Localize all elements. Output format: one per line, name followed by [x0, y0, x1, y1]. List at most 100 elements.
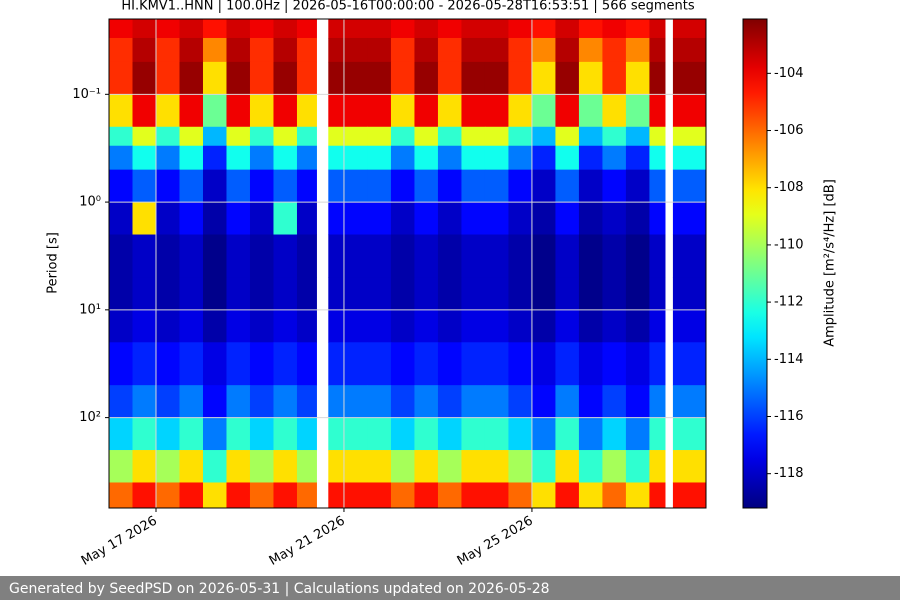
cell: [226, 94, 251, 128]
cell: [328, 61, 345, 95]
cell: [555, 482, 580, 509]
cell: [578, 234, 603, 278]
cell: [296, 61, 317, 95]
cell: [296, 342, 317, 386]
cell: [414, 417, 439, 451]
cell: [226, 37, 251, 63]
cell: [179, 417, 204, 451]
cell: [202, 169, 227, 203]
cell: [109, 37, 133, 63]
cell: [296, 202, 317, 235]
cell: [625, 169, 650, 203]
cell: [202, 342, 227, 386]
cell: [508, 61, 533, 95]
footer: Generated by SeedPSD on 2026-05-31 | Cal…: [9, 581, 550, 597]
cell: [249, 37, 274, 63]
y-axis-label: Period [s]: [46, 232, 61, 294]
cell: [202, 19, 227, 39]
cell: [531, 169, 556, 203]
cell: [578, 37, 603, 63]
cell: [202, 450, 227, 483]
cell: [625, 342, 650, 386]
cell: [414, 19, 439, 39]
cell: [202, 202, 227, 235]
cell: [155, 482, 180, 509]
cell: [390, 309, 415, 343]
cell: [484, 37, 509, 63]
cell: [343, 309, 368, 343]
cell: [578, 277, 603, 311]
cell: [508, 450, 533, 483]
cell: [625, 234, 650, 278]
cell: [249, 145, 274, 171]
cell: [555, 61, 580, 95]
cell: [132, 482, 157, 509]
cell: [625, 37, 650, 63]
cell: [508, 94, 533, 128]
cell: [179, 126, 204, 147]
cell: [155, 126, 180, 147]
cell: [273, 169, 298, 203]
cell: [155, 385, 180, 419]
cell: [625, 202, 650, 235]
cell: [202, 417, 227, 451]
cell: [437, 61, 462, 95]
cell: [672, 37, 707, 63]
cell: [508, 202, 533, 235]
cell: [531, 37, 556, 63]
cell: [109, 234, 133, 278]
cell: [578, 126, 603, 147]
cell: [414, 126, 439, 147]
cell: [484, 450, 509, 483]
cell: [531, 145, 556, 171]
cell: [672, 277, 707, 311]
cell: [226, 202, 251, 235]
cell: [328, 37, 345, 63]
x-tick-label: May 21 2026: [267, 514, 348, 569]
cell: [155, 37, 180, 63]
cell: [672, 482, 707, 509]
cell: [109, 202, 133, 235]
cell: [437, 145, 462, 171]
cell: [649, 169, 666, 203]
cell: [531, 94, 556, 128]
cell: [625, 482, 650, 509]
cell: [390, 342, 415, 386]
cell: [273, 94, 298, 128]
cell: [531, 277, 556, 311]
cell: [461, 234, 486, 278]
x-tick-label: May 25 2026: [455, 514, 536, 569]
cell: [414, 482, 439, 509]
cell: [328, 417, 345, 451]
cell: [132, 417, 157, 451]
cell: [273, 19, 298, 39]
cell: [649, 202, 666, 235]
cell: [508, 145, 533, 171]
cell: [273, 234, 298, 278]
cell: [555, 126, 580, 147]
cell: [625, 94, 650, 128]
cell: [179, 385, 204, 419]
cell: [414, 309, 439, 343]
cell: [531, 202, 556, 235]
cell: [672, 450, 707, 483]
cell: [461, 450, 486, 483]
cell: [296, 126, 317, 147]
cell: [508, 417, 533, 451]
cell: [132, 385, 157, 419]
colorbar-tick-label: -116: [774, 409, 804, 424]
cell: [555, 385, 580, 419]
cell: [273, 417, 298, 451]
cell: [390, 277, 415, 311]
cell: [602, 309, 627, 343]
cell: [390, 202, 415, 235]
cell: [367, 234, 392, 278]
cell: [531, 61, 556, 95]
cell: [555, 450, 580, 483]
cell: [226, 385, 251, 419]
cell: [390, 169, 415, 203]
cell: [437, 450, 462, 483]
cell: [484, 309, 509, 343]
cell: [602, 277, 627, 311]
cell: [437, 417, 462, 451]
